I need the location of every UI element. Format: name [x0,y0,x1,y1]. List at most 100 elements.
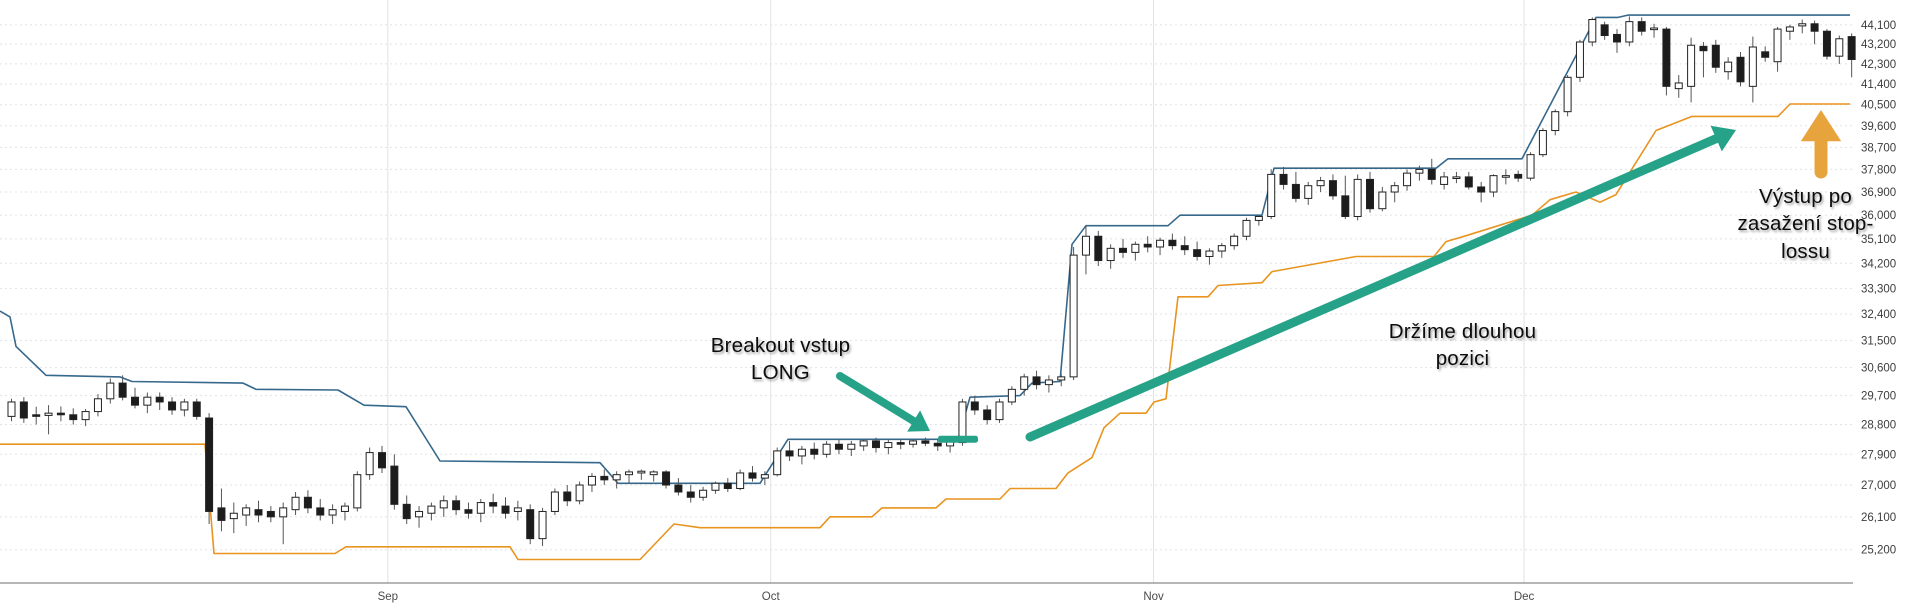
bear-candle [131,396,139,406]
bull-candle [1267,173,1276,217]
bear-candle [983,409,992,421]
y-axis-label: 41,400 [1861,79,1896,91]
y-axis-label: 26,100 [1861,512,1896,524]
bear-candle [723,482,732,490]
bear-candle [501,505,510,514]
upper-channel-line [0,14,1850,485]
bear-candle [1193,249,1202,257]
bull-candle [550,491,559,512]
bull-candle [1020,376,1029,390]
bear-candle [921,440,930,444]
bull-candle [427,505,436,514]
grid-layer [0,0,1853,584]
bull-candle [1588,19,1597,43]
bear-candle [168,401,177,411]
bear-candle [1637,21,1646,32]
stop-exit-arrow-head [1800,110,1842,142]
bull-candle [1390,185,1399,193]
bull-candle [365,452,374,476]
bull-candle [797,448,806,457]
bull-candle [773,450,782,476]
bear-candle [1613,33,1621,43]
annotation-hold-line2: pozici [1435,347,1490,371]
bear-candle [1119,247,1127,253]
bear-candle [785,450,794,457]
bull-candle [822,443,831,455]
bull-candle [1798,23,1807,27]
y-axis-label: 30,600 [1861,363,1896,375]
bull-candle [44,412,53,416]
entry-marker [938,435,978,443]
bear-candle [56,412,65,416]
bull-candle [1724,61,1733,73]
bull-candle [353,474,362,509]
y-axis-label: 29,700 [1861,391,1896,403]
y-axis-label: 27,000 [1861,480,1896,492]
bull-candle [513,507,522,512]
bull-candle [1748,46,1757,87]
y-axis-label: 32,400 [1861,309,1896,321]
bull-candle [439,500,448,509]
bear-candle [1810,23,1819,32]
bull-candle [81,411,90,421]
y-axis-label: 25,200 [1861,545,1896,557]
bear-candle [662,471,671,486]
bull-candle [711,482,720,491]
bull-candle [859,440,868,447]
bull-candle [291,496,300,511]
bull-candle [476,502,485,514]
y-axis-label: 34,200 [1861,258,1896,270]
bear-candle [155,396,164,403]
bear-candle [1279,173,1288,185]
entry-price-marker [938,435,978,443]
bull-candle [1044,379,1053,386]
bear-candle [563,491,572,502]
bear-candle [933,442,942,447]
y-axis-label: 31,500 [1861,335,1896,347]
x-axis-month-label: Nov [1143,591,1164,603]
bull-candle [1526,154,1535,179]
bear-candle [1847,36,1856,60]
bull-candle [1415,168,1424,174]
bear-candle [378,452,386,469]
y-axis-label: 33,300 [1861,283,1896,295]
annotation-breakout-line2: LONG [751,361,810,385]
bear-candle [1291,183,1300,199]
hold-position-arrow-head [1710,125,1736,152]
bear-candle [1341,195,1350,217]
bull-candle [1353,178,1362,217]
bear-candle [1600,24,1609,37]
bull-candle [1403,172,1412,187]
bull-candle [1551,111,1560,132]
bull-candle [1242,219,1251,237]
annotation-breakout-line1: Breakout vstup [710,334,851,357]
bull-candle [760,474,769,479]
bull-candle [106,382,115,400]
bear-candle [1168,239,1177,247]
bull-candle [415,510,424,518]
bull-candle [1687,44,1696,87]
bull-candle [242,507,251,516]
bear-candle [1822,30,1831,57]
bull-candle [637,470,646,474]
bull-candle [1254,215,1263,221]
bull-candle [575,484,584,502]
bull-candle [847,443,856,450]
bull-candle [649,471,658,476]
y-axis-label: 27,900 [1861,449,1896,461]
bear-candle [970,401,979,411]
bear-candle [254,509,263,516]
bull-candle [1575,41,1584,78]
bear-candle [452,500,461,511]
candles-layer [7,16,1856,547]
y-axis-label: 28,800 [1861,419,1896,431]
bull-candle [1230,235,1239,247]
bull-candle [1316,180,1325,187]
annotation-hold-line1: Držíme dlouhou [1388,320,1537,343]
bull-candle [1081,235,1090,256]
bear-candle [1427,168,1436,180]
bull-candle [1378,191,1387,210]
bear-candle [872,440,880,449]
bull-candle [612,474,621,481]
